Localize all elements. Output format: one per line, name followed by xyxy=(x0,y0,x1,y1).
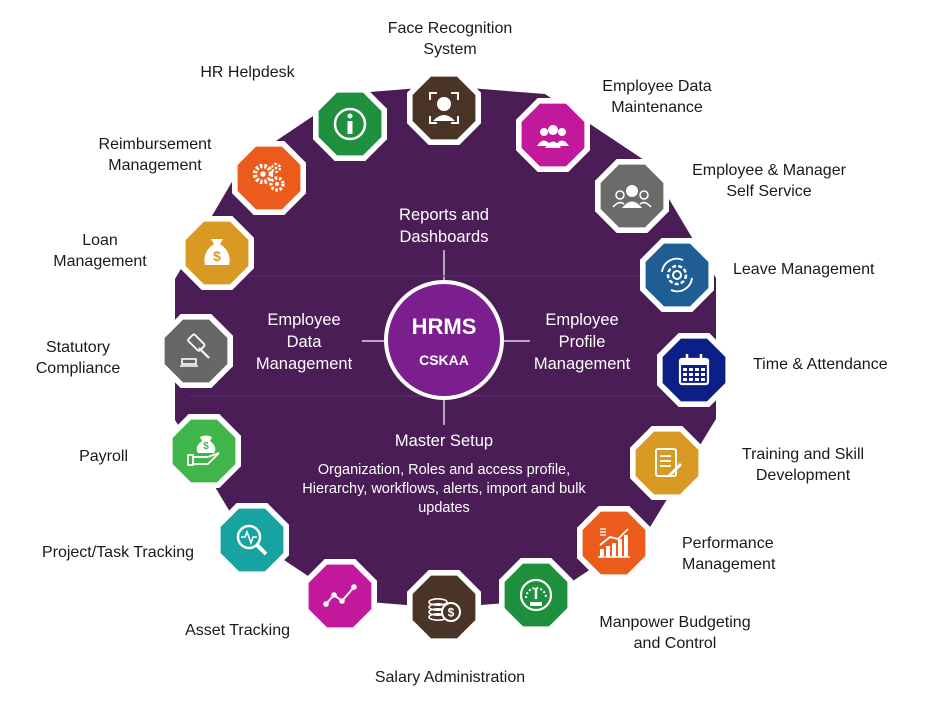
info-icon xyxy=(333,107,367,141)
module-label-manpower-budgeting: Manpower Budgeting and Control xyxy=(599,614,751,652)
svg-text:$: $ xyxy=(213,248,221,264)
money-hand-icon: $ xyxy=(187,435,220,466)
core-employee-data-label: Employee Data Management xyxy=(255,311,353,373)
module-label-performance: Performance Management xyxy=(682,535,776,573)
core-master-setup-title: Master Setup xyxy=(394,432,494,450)
module-badge[interactable] xyxy=(516,98,590,172)
hub-title: HRMS xyxy=(411,314,477,339)
module-label-salary-administration: Salary Administration xyxy=(374,669,526,686)
module-label-hr-helpdesk: HR Helpdesk xyxy=(200,64,295,81)
module-label-reimbursement: Reimbursement Management xyxy=(98,136,212,174)
module-badge[interactable] xyxy=(159,314,233,388)
badge-fill xyxy=(164,319,228,383)
module-badge[interactable] xyxy=(499,558,573,632)
module-badge[interactable] xyxy=(595,159,669,233)
growth-chart-icon xyxy=(598,528,630,558)
badge-fill xyxy=(635,431,699,495)
badge-fill xyxy=(662,338,726,402)
module-label-training: Training and Skill Development xyxy=(741,446,865,484)
module-label-project-task-tracking: Project/Task Tracking xyxy=(41,544,194,561)
badge-fill xyxy=(308,564,372,628)
module-badge[interactable]: $ xyxy=(407,570,481,644)
module-label-leave-management: Leave Management xyxy=(733,261,875,278)
hub-circle[interactable] xyxy=(384,280,504,400)
module-badge[interactable] xyxy=(313,87,387,161)
module-badge[interactable] xyxy=(640,238,714,312)
gear-cycle-icon xyxy=(661,257,693,293)
module-label-asset-tracking: Asset Tracking xyxy=(185,622,290,639)
module-label-statutory-compliance: Statutory Compliance xyxy=(35,339,121,377)
module-label-payroll: Payroll xyxy=(79,448,128,465)
module-label-face-recognition: Face Recognition System xyxy=(387,20,513,58)
module-badge[interactable] xyxy=(577,506,651,580)
module-badge[interactable] xyxy=(232,141,306,215)
coins-icon: $ xyxy=(428,597,461,622)
module-badge[interactable] xyxy=(215,503,289,577)
hub-subtitle: CSKAA xyxy=(419,352,469,368)
money-bag-icon: $ xyxy=(204,239,230,265)
gauge-icon xyxy=(519,578,553,612)
core-master-setup-detail: Organization, Roles and access profile, … xyxy=(302,462,586,516)
module-label-time-attendance: Time & Attendance xyxy=(753,356,888,373)
gears-icon xyxy=(252,162,285,192)
user-group-icon xyxy=(612,185,652,208)
core-reports-label: Reports and Dashboards xyxy=(399,206,489,246)
module-badge[interactable] xyxy=(657,333,731,407)
module-label-employee-data-maintenance: Employee Data Maintenance xyxy=(602,78,712,116)
line-graph-icon xyxy=(323,584,357,607)
module-badge[interactable] xyxy=(630,426,704,500)
module-label-loan-management: Loan Management xyxy=(53,232,147,270)
core-employee-profile-label: Employee Profile Management xyxy=(533,311,631,373)
magnifier-pulse-icon xyxy=(236,524,268,556)
module-badge[interactable] xyxy=(303,559,377,633)
calendar-icon xyxy=(678,354,710,386)
module-badge[interactable]: $ xyxy=(180,216,254,290)
module-badge[interactable]: $ xyxy=(167,414,241,488)
svg-text:$: $ xyxy=(448,606,455,620)
people-group-icon xyxy=(537,125,569,148)
module-badge[interactable] xyxy=(407,71,481,145)
document-pen-icon xyxy=(655,448,683,478)
gavel-icon xyxy=(180,333,210,367)
badge-fill xyxy=(645,243,709,307)
face-recognition-icon xyxy=(429,92,459,124)
module-label-self-service: Employee & Manager Self Service xyxy=(692,162,846,200)
svg-text:$: $ xyxy=(203,441,209,452)
